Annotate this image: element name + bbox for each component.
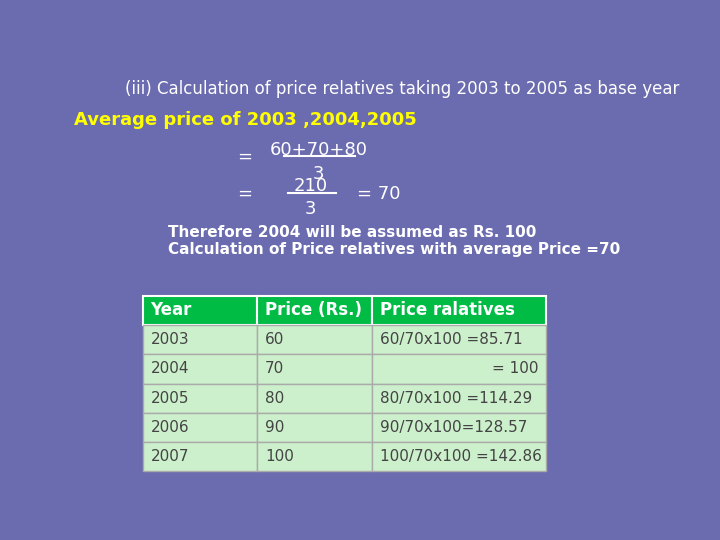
Text: = 100: = 100: [492, 361, 539, 376]
Text: 3: 3: [305, 200, 317, 218]
Text: Therefore 2004 will be assumed as Rs. 100: Therefore 2004 will be assumed as Rs. 10…: [168, 225, 536, 240]
Text: =: =: [238, 185, 253, 203]
Text: 90/70x100=128.57: 90/70x100=128.57: [380, 420, 527, 435]
Bar: [258, 442, 372, 471]
Text: 210: 210: [294, 178, 328, 195]
Text: = 70: = 70: [357, 185, 401, 203]
Bar: [372, 325, 546, 354]
Bar: [143, 325, 258, 354]
Bar: [258, 325, 372, 354]
Text: 3: 3: [313, 165, 325, 183]
Text: Price (Rs.): Price (Rs.): [265, 301, 362, 320]
Bar: [372, 296, 546, 325]
Bar: [372, 442, 546, 471]
Text: 60/70x100 =85.71: 60/70x100 =85.71: [380, 332, 523, 347]
Text: 2006: 2006: [150, 420, 189, 435]
Bar: [258, 296, 372, 325]
Text: 80: 80: [265, 391, 284, 406]
Text: Calculation of Price relatives with average Price =70: Calculation of Price relatives with aver…: [168, 242, 620, 257]
Text: 60+70+80: 60+70+80: [269, 141, 368, 159]
Bar: [258, 383, 372, 413]
Text: 100: 100: [265, 449, 294, 464]
Bar: [372, 354, 546, 383]
Text: (iii) Calculation of price relatives taking 2003 to 2005 as base year: (iii) Calculation of price relatives tak…: [125, 80, 679, 98]
Bar: [372, 383, 546, 413]
Bar: [143, 442, 258, 471]
Bar: [143, 354, 258, 383]
Text: 2007: 2007: [150, 449, 189, 464]
Text: 90: 90: [265, 420, 284, 435]
Text: Year: Year: [150, 301, 192, 320]
Text: 60: 60: [265, 332, 284, 347]
Bar: [143, 413, 258, 442]
Text: =: =: [238, 148, 253, 166]
Bar: [143, 383, 258, 413]
Bar: [258, 354, 372, 383]
Bar: [258, 413, 372, 442]
Text: 2005: 2005: [150, 391, 189, 406]
Text: 2004: 2004: [150, 361, 189, 376]
Bar: [143, 296, 258, 325]
Text: 80/70x100 =114.29: 80/70x100 =114.29: [380, 391, 532, 406]
Text: Price ralatives: Price ralatives: [380, 301, 515, 320]
Text: 2003: 2003: [150, 332, 189, 347]
Bar: [372, 413, 546, 442]
Text: 70: 70: [265, 361, 284, 376]
Text: Average price of 2003 ,2004,2005: Average price of 2003 ,2004,2005: [73, 111, 416, 129]
Text: 100/70x100 =142.86: 100/70x100 =142.86: [380, 449, 541, 464]
